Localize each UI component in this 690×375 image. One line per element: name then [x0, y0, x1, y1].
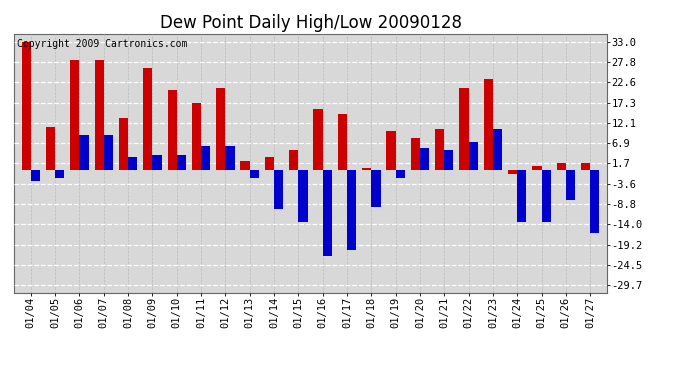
Bar: [581, 164, 590, 170]
Bar: [362, 168, 371, 170]
Bar: [557, 164, 566, 170]
Bar: [192, 103, 201, 170]
Bar: [371, 170, 381, 207]
Bar: [152, 155, 161, 170]
Bar: [386, 131, 395, 170]
Bar: [144, 68, 152, 170]
Bar: [55, 170, 64, 178]
Bar: [168, 90, 177, 170]
Bar: [493, 129, 502, 170]
Bar: [46, 127, 55, 170]
Bar: [518, 170, 526, 222]
Bar: [469, 142, 477, 170]
Bar: [484, 79, 493, 170]
Bar: [31, 170, 40, 181]
Bar: [566, 170, 575, 200]
Bar: [435, 129, 444, 170]
Bar: [590, 170, 600, 232]
Bar: [79, 135, 89, 170]
Bar: [420, 148, 429, 170]
Title: Dew Point Daily High/Low 20090128: Dew Point Daily High/Low 20090128: [159, 14, 462, 32]
Bar: [274, 170, 284, 209]
Bar: [298, 170, 308, 222]
Bar: [532, 166, 542, 170]
Bar: [313, 109, 323, 170]
Bar: [411, 138, 420, 170]
Bar: [250, 170, 259, 178]
Bar: [201, 146, 210, 170]
Bar: [104, 135, 113, 170]
Bar: [323, 170, 332, 256]
Bar: [508, 170, 518, 174]
Bar: [216, 88, 226, 170]
Bar: [21, 42, 31, 170]
Bar: [289, 150, 298, 170]
Bar: [395, 170, 405, 178]
Bar: [542, 170, 551, 222]
Bar: [444, 150, 453, 170]
Bar: [347, 170, 356, 250]
Bar: [119, 118, 128, 170]
Bar: [226, 146, 235, 170]
Text: Copyright 2009 Cartronics.com: Copyright 2009 Cartronics.com: [17, 39, 187, 49]
Bar: [128, 157, 137, 170]
Bar: [240, 161, 250, 170]
Bar: [460, 88, 469, 170]
Bar: [70, 60, 79, 170]
Bar: [95, 60, 103, 170]
Bar: [337, 114, 347, 170]
Bar: [177, 155, 186, 170]
Bar: [265, 157, 274, 170]
